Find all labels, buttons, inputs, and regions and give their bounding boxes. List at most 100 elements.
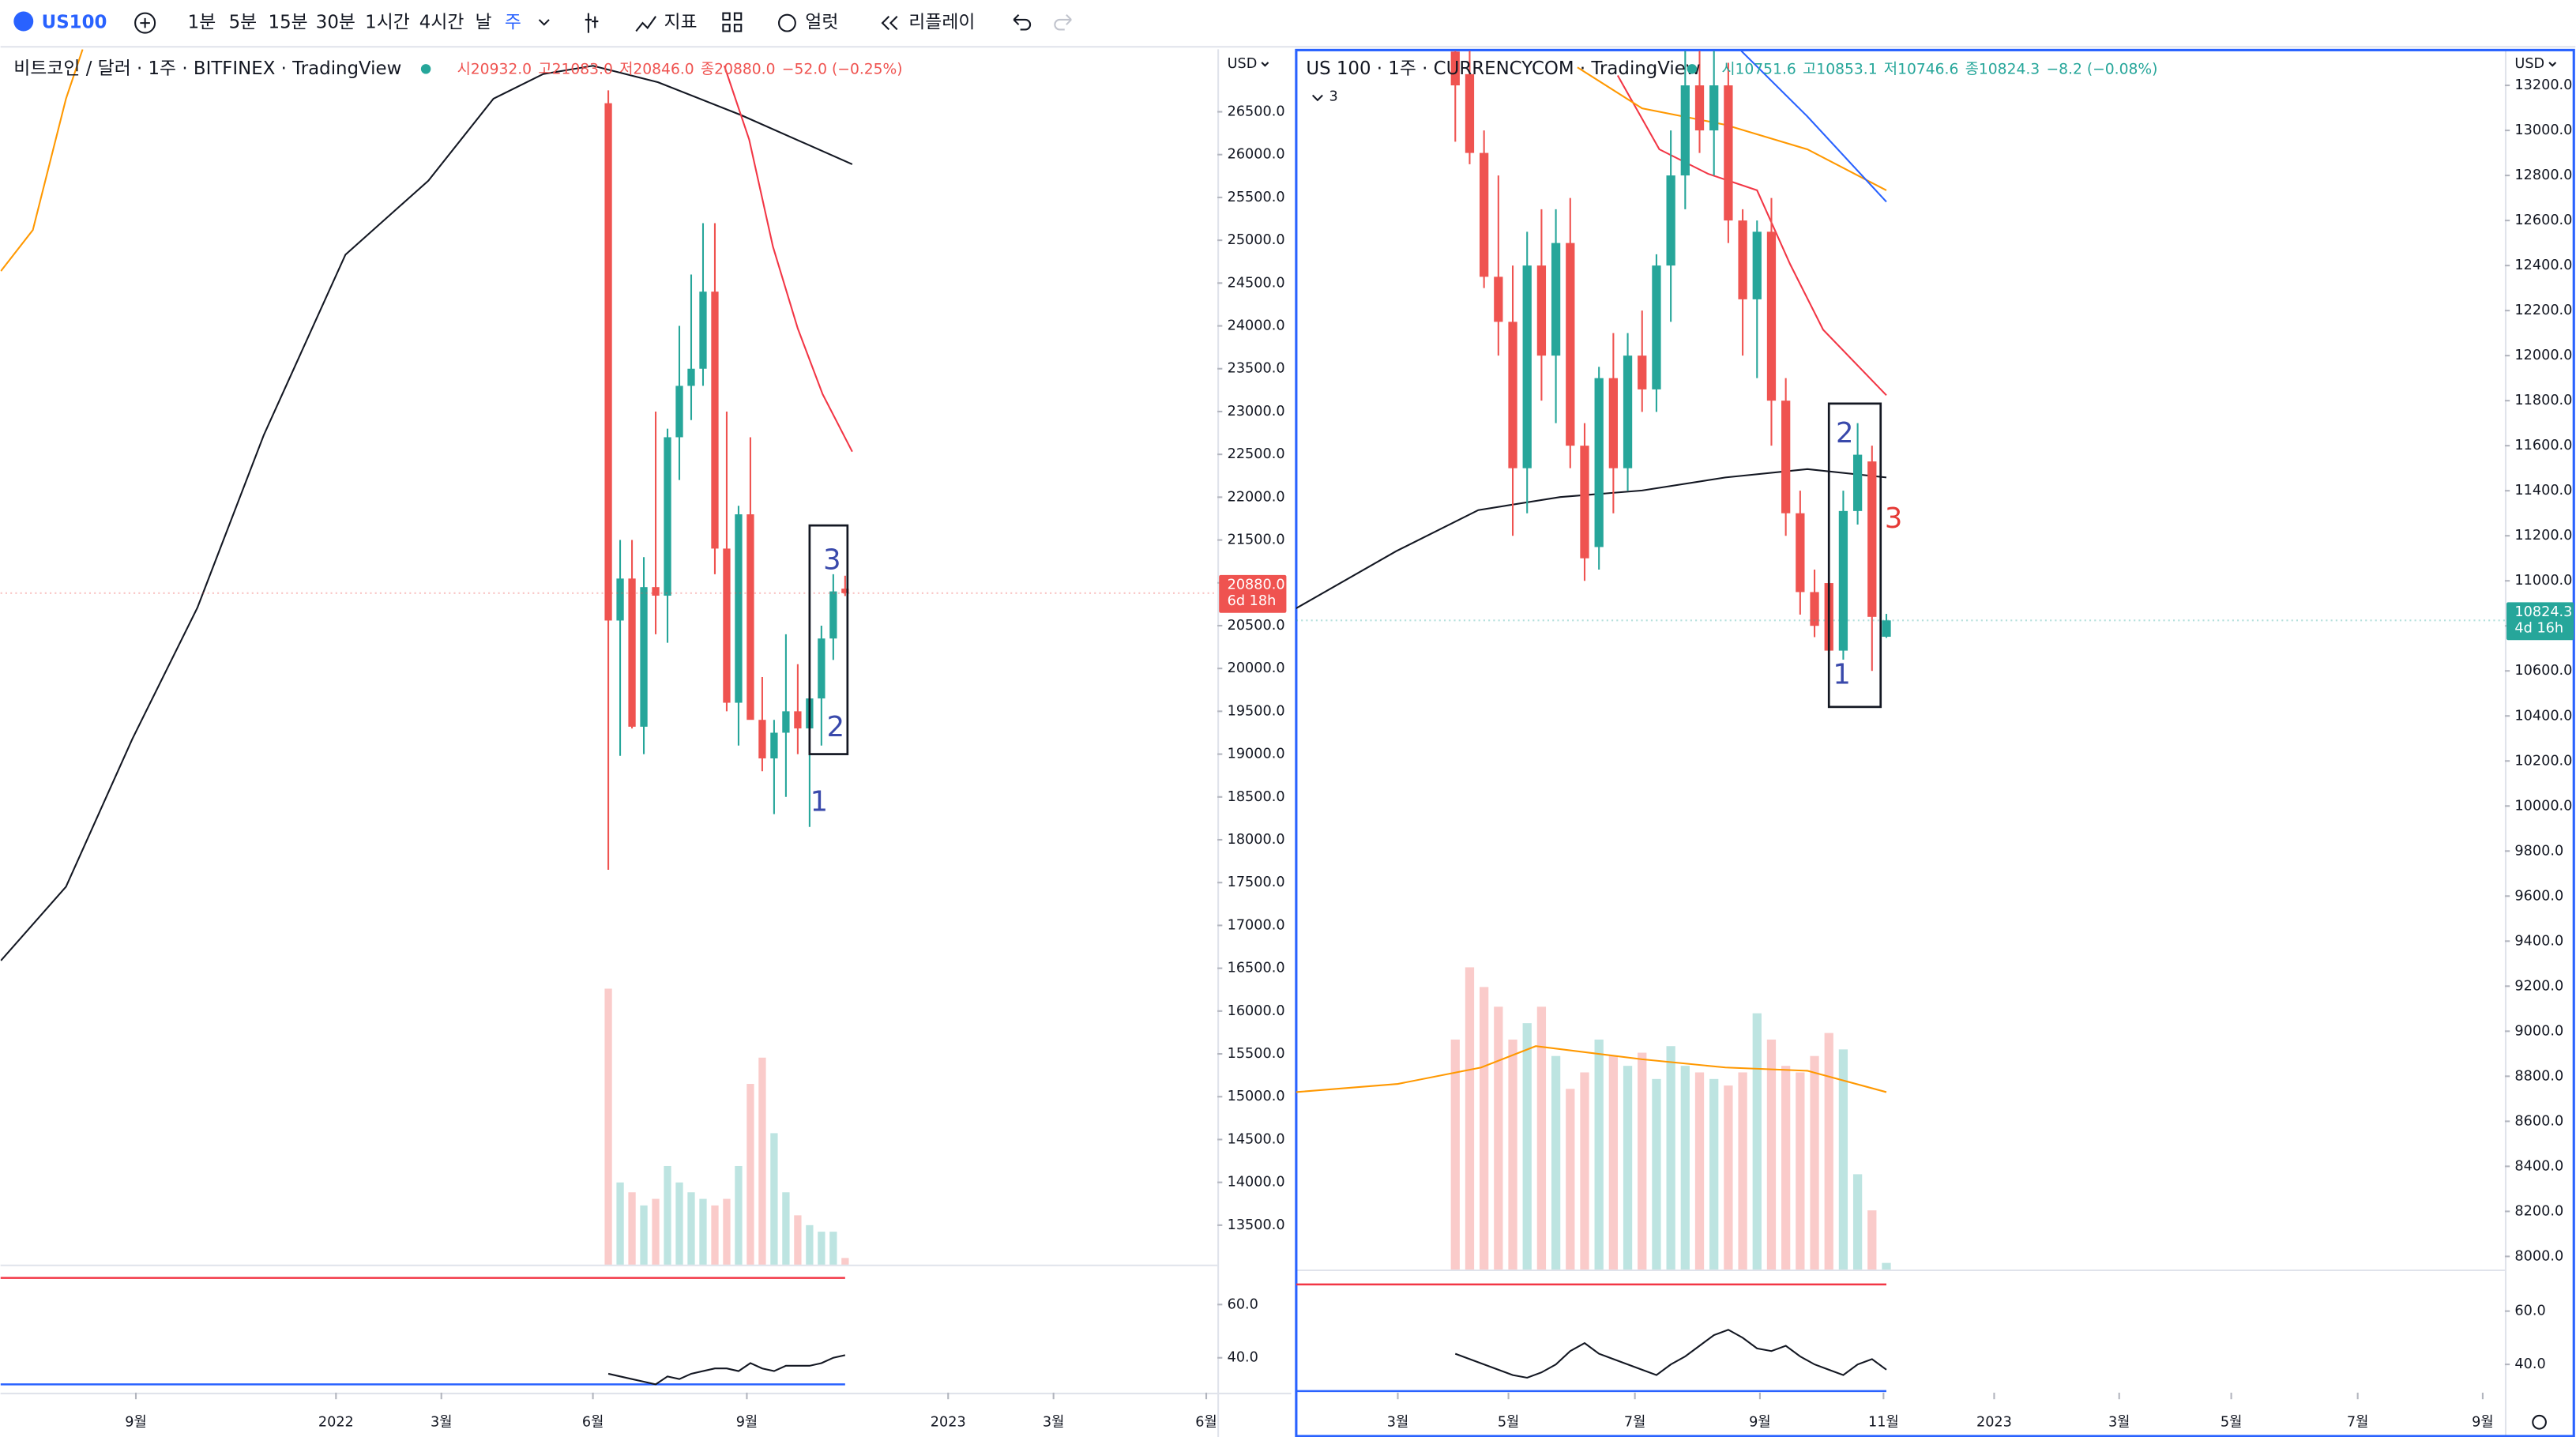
alert-button[interactable]: 얼럿: [805, 13, 838, 33]
y-tick-label: 17000.0: [1228, 917, 1285, 933]
interval-button[interactable]: 4시간: [419, 13, 464, 33]
candle-body: [723, 548, 731, 703]
y-tick-label: 9600.0: [2514, 888, 2563, 904]
collapse-arrow[interactable]: [1311, 94, 1323, 102]
ohlc-legend: 시20932.0 고21083.0 저20846.0 종20880.0 −52.0 (−…: [457, 61, 903, 77]
interval-button[interactable]: 15분: [269, 13, 308, 33]
x-tick-label: 7월: [1624, 1413, 1645, 1430]
volume-bar: [1838, 1049, 1848, 1270]
price-countdown: 4d 16h: [2514, 621, 2563, 637]
volume-bar: [604, 988, 612, 1265]
x-tick-label: 7월: [2347, 1413, 2368, 1430]
volume-bar: [1781, 1066, 1791, 1270]
indicator-icon: [635, 16, 656, 32]
volume-bar: [1724, 1085, 1733, 1270]
interval-button[interactable]: 1시간: [365, 13, 410, 33]
candle-body: [1480, 152, 1489, 277]
currency[interactable]: USD: [1228, 56, 1258, 72]
indicators-button[interactable]: 지표: [664, 13, 698, 33]
y-tick-label: 23000.0: [1228, 404, 1285, 419]
rsi-tick-label: 40.0: [1228, 1350, 1258, 1366]
layout-icon: [733, 24, 743, 32]
x-tick-label: 6월: [582, 1413, 604, 1430]
volume-bar: [1594, 1039, 1604, 1270]
x-tick-label: 5월: [2221, 1413, 2242, 1430]
y-tick-label: 10200.0: [2514, 753, 2572, 769]
candle-body: [758, 720, 766, 759]
volume-bar: [735, 1165, 743, 1265]
currency-arrow: [1261, 62, 1269, 67]
y-tick-label: 8600.0: [2514, 1113, 2563, 1129]
x-tick-label: 9월: [736, 1413, 758, 1430]
currency[interactable]: USD: [2514, 56, 2544, 72]
volume-bar: [1882, 1262, 1891, 1270]
currency-arrow: [2548, 62, 2557, 67]
alert-icon: [778, 13, 796, 32]
status-dot: [420, 64, 431, 74]
redo[interactable]: [1054, 13, 1072, 31]
undo[interactable]: [1013, 13, 1032, 31]
volume-bar: [1450, 1039, 1460, 1270]
volume-bar: [1580, 1072, 1589, 1270]
candle-body: [616, 578, 624, 621]
symbol[interactable]: US100: [42, 13, 107, 33]
candle-body: [770, 732, 778, 759]
add-symbol[interactable]: [134, 12, 156, 34]
volume-bar: [1508, 1039, 1517, 1270]
x-tick-label: 2023: [1976, 1414, 2012, 1430]
candle-body: [604, 103, 612, 621]
intervals: 1분 5분 15분 30분 1시간 4시간 날 주: [188, 13, 521, 33]
annotation-label: 3: [1885, 502, 1902, 535]
annotation-box: [808, 524, 849, 755]
settings-icon[interactable]: [2532, 1414, 2547, 1430]
y-tick-label: 12200.0: [2514, 303, 2572, 318]
y-tick-label: 25500.0: [1228, 190, 1285, 205]
y-tick-label: 11000.0: [2514, 573, 2572, 589]
y-tick-label: 19500.0: [1228, 703, 1285, 719]
interval-button[interactable]: 5분: [229, 13, 258, 33]
chart-type-icon[interactable]: [585, 13, 599, 33]
ohlc-value: 고21083.0: [538, 61, 612, 77]
volume-bar: [1566, 1089, 1575, 1270]
volume-bar: [829, 1232, 837, 1265]
candle-body: [1724, 85, 1733, 221]
moving-average: [723, 65, 853, 453]
candle-body: [1566, 243, 1575, 446]
interval-button[interactable]: 날: [475, 13, 491, 33]
volume-bar: [1867, 1210, 1877, 1270]
layout-icon[interactable]: [722, 12, 731, 21]
volume-bar: [794, 1215, 802, 1265]
y-tick-label: 11400.0: [2514, 483, 2572, 498]
collapsed-count: 3: [1329, 89, 1337, 105]
volume-bar: [664, 1165, 671, 1265]
interval-button[interactable]: 30분: [316, 13, 355, 33]
interval-button[interactable]: 주: [505, 13, 521, 33]
candle-body: [1680, 85, 1690, 176]
rsi-pane: [1296, 1283, 1887, 1393]
candle-body: [699, 292, 707, 369]
layout-icon: [722, 24, 731, 32]
interval-button[interactable]: 1분: [188, 13, 216, 33]
candle-body: [1867, 461, 1877, 617]
y-tick-label: 11800.0: [2514, 393, 2572, 408]
y-tick-label: 8800.0: [2514, 1068, 2563, 1084]
x-tick-label: 2023: [931, 1414, 966, 1430]
replay-icon: [881, 16, 898, 31]
candle-body: [1694, 85, 1705, 131]
volume-bar: [1824, 1033, 1833, 1270]
replay-button[interactable]: 리플레이: [908, 13, 975, 33]
volume-bar: [652, 1198, 660, 1265]
symbol-icon[interactable]: [13, 11, 34, 32]
candle-body: [1638, 355, 1647, 389]
volume-bar: [1752, 1013, 1762, 1270]
candle-body: [1623, 355, 1633, 468]
candle-body: [818, 638, 825, 699]
price-label-box: [1219, 574, 1287, 613]
x-tick-label: 9월: [1749, 1413, 1770, 1430]
y-tick-label: 24500.0: [1228, 275, 1285, 291]
interval-menu[interactable]: [538, 19, 550, 26]
y-tick-label: 11600.0: [2514, 438, 2572, 453]
volume-bar: [746, 1084, 754, 1265]
moving-average: [0, 49, 84, 272]
